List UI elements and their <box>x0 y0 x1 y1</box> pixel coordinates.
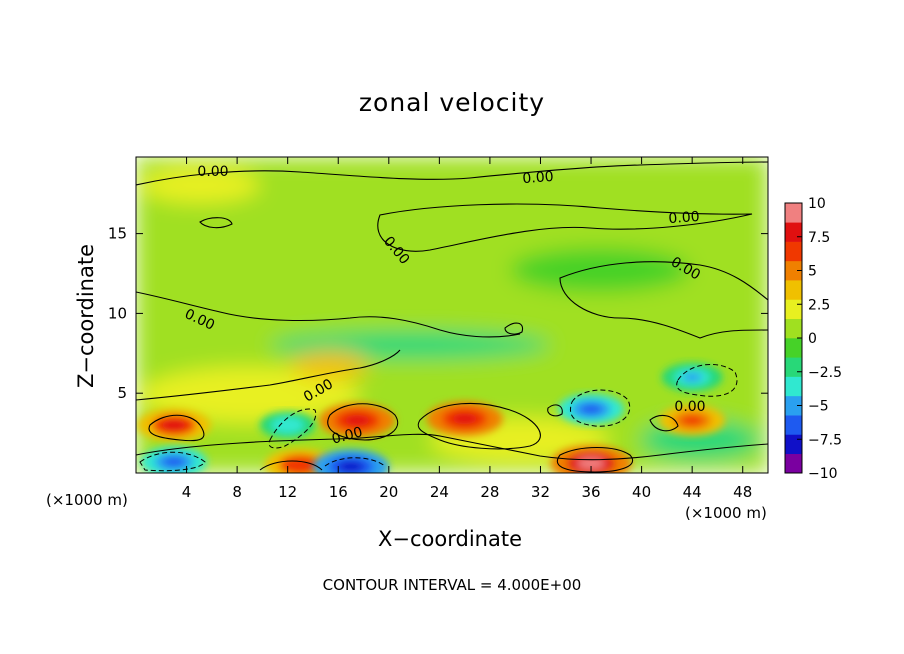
colorbar-tick-label: 10 <box>808 196 826 212</box>
contour-line <box>504 322 524 335</box>
contour-label: 0.00 <box>674 399 705 415</box>
contour-line-negative <box>268 408 317 449</box>
x-tick-label: 20 <box>379 483 398 501</box>
x-axis: 4 8 12 16 20 24 28 32 36 40 44 48 <box>182 157 752 501</box>
colorbar-swatch <box>785 280 802 300</box>
contour-label: 0.00 <box>668 209 700 227</box>
x-tick-label: 44 <box>683 483 702 501</box>
velocity-cell <box>661 362 723 392</box>
contour-line <box>136 349 401 401</box>
contour-label: 0.00 <box>522 169 554 187</box>
y-axis: 5 10 15 <box>108 225 768 402</box>
colorbar-tick-label: −10 <box>808 466 838 482</box>
contour-line-negative <box>324 457 386 467</box>
colorbar-tick-label: 5 <box>808 264 817 280</box>
velocity-cell <box>259 411 316 439</box>
colorbar-swatch <box>785 241 802 262</box>
colorbar-tick-label: −7.5 <box>808 432 842 448</box>
velocity-cell <box>558 393 625 425</box>
contour-label: 0.00 <box>330 424 364 448</box>
contour-line <box>136 433 768 461</box>
cell-core <box>161 419 187 431</box>
colorbar-tick-label: 7.5 <box>808 230 830 246</box>
colorbar-swatch <box>785 318 802 339</box>
x-tick-label: 16 <box>329 483 348 501</box>
colorbar-swatch <box>785 260 802 281</box>
contour-interval-note: CONTOUR INTERVAL = 4.000E+00 <box>322 576 582 594</box>
colorbar-swatch <box>785 395 802 416</box>
colorbar-swatch <box>785 222 802 242</box>
x-tick-label: 32 <box>531 483 550 501</box>
contour-lines <box>136 161 768 473</box>
x-tick-label: 8 <box>232 483 242 501</box>
contour-line <box>327 403 398 441</box>
contour-line-negative <box>139 451 206 472</box>
cell-core <box>580 404 603 414</box>
contour-line <box>649 414 679 432</box>
x-tick-label: 36 <box>581 483 600 501</box>
x-tick-label: 28 <box>480 483 499 501</box>
contour-label: 0.00 <box>197 164 228 180</box>
chart-title: zonal velocity <box>358 88 546 117</box>
velocity-cells <box>137 362 726 473</box>
colorbar-swatch <box>785 376 802 397</box>
velocity-cell <box>312 449 389 473</box>
contour-line-negative <box>570 389 631 427</box>
y-tick-label: 15 <box>108 225 127 243</box>
x-unit-right: (×1000 m) <box>685 504 767 522</box>
velocity-cell <box>140 446 207 473</box>
x-tick-label: 24 <box>430 483 449 501</box>
contour-line-negative <box>676 363 738 397</box>
field-patch <box>140 167 260 203</box>
cell-core <box>451 413 478 425</box>
x-tick-label: 12 <box>278 483 297 501</box>
colorbar-swatch <box>785 415 802 435</box>
colorbar-tick-label: 2.5 <box>808 297 830 313</box>
cell-core <box>278 420 297 430</box>
colorbar-tick-label: −2.5 <box>808 365 842 381</box>
contour-line <box>136 161 768 186</box>
velocity-cell <box>319 403 396 438</box>
contour-line <box>557 447 633 473</box>
colorbar-swatch <box>785 299 802 320</box>
contour-line <box>199 217 233 229</box>
contour-line <box>148 414 205 442</box>
contour-line <box>377 203 753 252</box>
colorbar-tick-label: −5 <box>808 399 829 415</box>
colorbar-swatch <box>785 203 802 223</box>
velocity-cell <box>426 401 503 436</box>
x-unit-left: (×1000 m) <box>46 491 128 509</box>
contour-line <box>259 460 323 471</box>
x-axis-label: X−coordinate <box>378 527 522 551</box>
contour-line <box>559 261 768 339</box>
cell-core <box>162 457 185 467</box>
contour-line <box>417 402 541 450</box>
x-tick-label: 48 <box>733 483 752 501</box>
plot-frame <box>135 156 769 474</box>
y-tick-label: 10 <box>108 304 127 322</box>
cell-core <box>337 461 364 473</box>
field-patch <box>510 248 690 292</box>
colorbar-swatch <box>785 338 802 358</box>
colorbar-swatch <box>785 357 802 377</box>
colorbar-swatch <box>785 453 802 474</box>
x-tick-label: 40 <box>632 483 651 501</box>
contour-line <box>547 404 563 417</box>
colorbar-swatch <box>785 434 802 455</box>
cell-core <box>681 415 704 426</box>
colorbar-tick-label: 0 <box>808 331 817 347</box>
field-patch <box>290 351 370 379</box>
cell-core <box>577 457 606 470</box>
colorbar: 10 7.5 5 2.5 0 −2.5 −5 −7.5 −10 <box>784 196 842 482</box>
y-tick-label: 5 <box>117 384 127 402</box>
cell-core <box>682 372 703 382</box>
velocity-cell <box>137 408 211 442</box>
cell-core <box>344 414 371 426</box>
contour-line <box>136 291 521 338</box>
x-tick-label: 4 <box>182 483 192 501</box>
